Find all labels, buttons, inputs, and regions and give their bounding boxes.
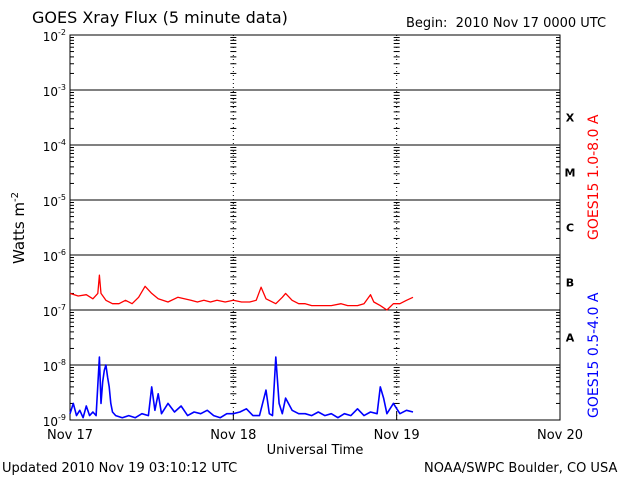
begin-value: 2010 Nov 17 0000 UTC [455, 16, 607, 31]
y-axis-label-text: Watts m [10, 202, 28, 264]
x-axis-ticks: Nov 17 Nov 18 Nov 19 Nov 20 [47, 412, 583, 443]
y-tick-label-base: 10 [43, 305, 58, 319]
series-line-long [69, 274, 414, 311]
legend-goes15-short: GOES15 0.5-4.0 A [586, 292, 602, 418]
flare-class-labels: X M C B A [565, 112, 576, 345]
y-tick-label-base: 10 [43, 140, 58, 154]
begin-label: Begin: [406, 16, 448, 31]
chart-title: GOES Xray Flux (5 minute data) [32, 8, 288, 27]
y-tick-label-base: 10 [43, 30, 58, 44]
y-tick-label-base: 10 [43, 250, 58, 264]
x-axis-label: Universal Time [267, 443, 364, 458]
y-tick-label: 10-5 [43, 193, 66, 209]
begin-time: Begin: 2010 Nov 17 0000 UTC [406, 16, 606, 32]
flare-class-label: C [566, 222, 574, 235]
y-tick-label-base: 10 [43, 85, 58, 99]
y-tick-label: 10-6 [43, 248, 66, 264]
y-tick-label-base: 10 [43, 360, 58, 374]
y-tick-label-sup: -3 [58, 83, 66, 92]
flare-class-label: M [565, 167, 576, 180]
flare-class-label: X [566, 112, 575, 125]
y-tick-label: 10-4 [43, 138, 66, 154]
y-axis-label: Watts m-2 [10, 192, 28, 264]
y-tick-label: 10-8 [43, 358, 66, 374]
x-tick-label: Nov 18 [210, 428, 256, 443]
vertical-grid [230, 35, 400, 420]
credit-text: NOAA/SWPC Boulder, CO USA [424, 461, 618, 476]
horizontal-grid [70, 89, 560, 366]
series-line-short [69, 356, 414, 419]
y-tick-label-base: 10 [43, 195, 58, 209]
flare-class-label: B [566, 277, 574, 290]
y-tick-label: 10-7 [43, 303, 66, 319]
y-tick-label-sup: -8 [58, 358, 66, 367]
updated-timestamp: Updated 2010 Nov 19 03:10:12 UTC [2, 461, 238, 476]
y-tick-label-base: 10 [43, 415, 58, 429]
y-tick-label: 10-9 [43, 413, 66, 429]
y-tick-label-sup: -5 [58, 193, 66, 202]
legend-goes15-long: GOES15 1.0-8.0 A [586, 114, 602, 240]
flare-class-label: A [566, 332, 575, 345]
y-tick-label: 10-3 [43, 83, 66, 99]
x-tick-label: Nov 20 [537, 428, 583, 443]
y-axis-ticks: 10-210-310-410-510-610-710-810-9 [43, 28, 560, 429]
y-tick-label: 10-2 [43, 28, 66, 44]
y-tick-label-sup: -6 [58, 248, 66, 257]
y-tick-label-sup: -4 [58, 138, 66, 147]
y-axis-label-sup: -2 [10, 192, 21, 202]
series-lines [69, 274, 414, 419]
y-tick-label-sup: -7 [58, 303, 66, 312]
y-tick-label-sup: -2 [58, 28, 66, 37]
x-tick-label: Nov 17 [47, 428, 93, 443]
plot-frame [69, 34, 561, 421]
x-tick-label: Nov 19 [374, 428, 420, 443]
y-tick-label-sup: -9 [58, 413, 66, 422]
